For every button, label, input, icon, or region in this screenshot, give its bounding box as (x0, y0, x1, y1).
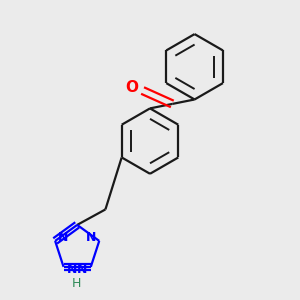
Text: N: N (67, 263, 77, 276)
Text: N: N (86, 231, 96, 244)
Text: O: O (126, 80, 139, 95)
Text: H: H (71, 277, 81, 290)
Text: N: N (58, 231, 69, 244)
Text: N: N (77, 263, 88, 276)
